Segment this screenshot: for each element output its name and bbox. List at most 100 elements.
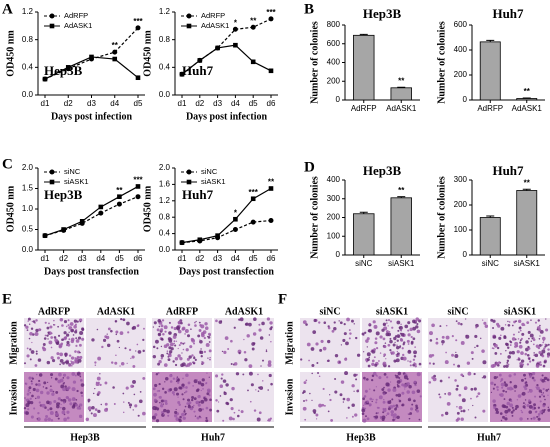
cell — [371, 362, 375, 366]
cell — [70, 360, 72, 362]
cell — [190, 328, 192, 330]
micrograph — [152, 318, 212, 368]
cell — [216, 409, 220, 413]
cell — [63, 320, 68, 324]
cell — [482, 319, 484, 321]
cell — [385, 358, 387, 360]
cell — [61, 362, 63, 364]
cell — [505, 342, 508, 346]
x-tick-label: d4 — [96, 254, 105, 263]
cell — [221, 373, 224, 376]
cell — [257, 373, 259, 376]
cell — [373, 324, 378, 329]
cell — [515, 404, 519, 409]
cell — [475, 326, 478, 329]
cell — [138, 399, 143, 404]
cell — [81, 337, 85, 341]
cell — [201, 378, 205, 382]
cell — [181, 362, 186, 367]
cell — [23, 362, 27, 365]
cell — [354, 336, 358, 340]
cell — [387, 365, 391, 368]
cell — [185, 412, 187, 415]
cell — [340, 380, 345, 384]
cell — [48, 340, 53, 345]
cell — [157, 318, 162, 323]
cell — [378, 395, 383, 400]
cell — [334, 378, 337, 381]
cell — [193, 397, 197, 401]
cell — [61, 324, 64, 327]
y-tick-label: 200 — [454, 70, 468, 79]
cell — [525, 340, 529, 344]
cell — [25, 325, 29, 329]
significance: *** — [249, 188, 259, 197]
cell — [455, 387, 459, 391]
cell — [507, 355, 511, 359]
y-tick-label: 400 — [454, 45, 468, 54]
cell — [348, 329, 351, 332]
row-label: Migration — [284, 321, 295, 365]
cell — [364, 378, 366, 381]
cell — [205, 419, 209, 423]
cell — [544, 380, 547, 383]
cell — [398, 326, 401, 329]
cell — [456, 417, 461, 421]
cell — [508, 351, 512, 355]
cell — [391, 326, 394, 329]
cell — [154, 383, 158, 388]
cell — [124, 347, 127, 350]
cell — [100, 403, 102, 406]
error-bar — [486, 39, 495, 42]
cell — [403, 341, 406, 344]
cell — [389, 349, 392, 352]
cell — [223, 350, 227, 354]
cell — [46, 391, 50, 395]
y-axis-label: OD450 nm — [142, 185, 153, 232]
cell — [354, 413, 358, 417]
cell — [178, 403, 181, 406]
column-label: AdASK1 — [225, 306, 263, 317]
cell — [361, 332, 365, 336]
cell — [175, 417, 180, 421]
cell — [164, 381, 166, 383]
column-label: siNC — [447, 306, 468, 317]
cell — [260, 365, 262, 367]
cell — [163, 363, 168, 367]
point — [215, 233, 220, 238]
cell — [28, 376, 32, 379]
cell — [521, 363, 525, 366]
x-tick-label: d6 — [134, 254, 143, 263]
cell — [387, 319, 391, 322]
cell — [112, 386, 115, 389]
column-label: siASK1 — [504, 306, 536, 317]
cell — [200, 389, 202, 392]
series-line — [181, 187, 272, 244]
point — [179, 71, 185, 77]
cell — [465, 318, 467, 320]
point — [197, 58, 203, 63]
error-bar — [397, 196, 406, 198]
cell — [396, 344, 398, 346]
cell — [74, 350, 77, 353]
x-tick-label: d5 — [249, 254, 258, 263]
y-tick-label: 0.0 — [159, 245, 171, 254]
cell — [419, 395, 422, 398]
cell — [134, 404, 138, 408]
cell — [367, 364, 371, 368]
cell — [227, 348, 230, 351]
cell — [385, 319, 388, 322]
cell — [163, 413, 165, 416]
cell — [412, 337, 416, 341]
cell — [547, 408, 550, 412]
cell — [429, 331, 433, 336]
y-tick-label: 0.4 — [159, 62, 171, 71]
cell — [193, 362, 196, 365]
cell — [407, 321, 411, 325]
cell — [362, 406, 364, 409]
y-tick-label: 0 — [463, 250, 468, 259]
y-tick-label: 300 — [327, 194, 341, 203]
cell — [309, 392, 311, 395]
cell — [270, 382, 273, 386]
cell — [514, 390, 516, 392]
